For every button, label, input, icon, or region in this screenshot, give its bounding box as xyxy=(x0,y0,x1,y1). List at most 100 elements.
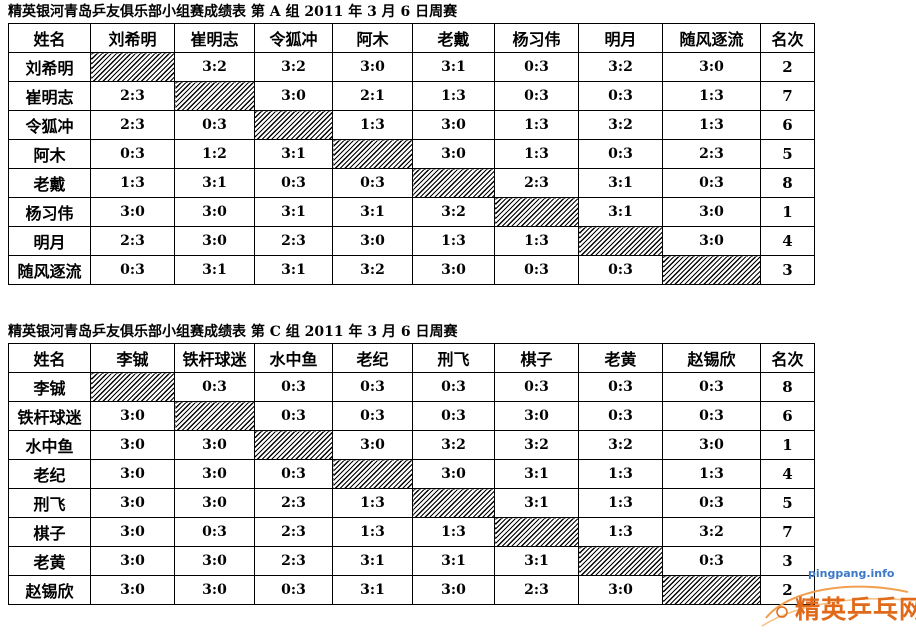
score-cell: 2:3 xyxy=(90,226,175,256)
rank-cell: 4 xyxy=(760,459,815,489)
score-cell: 0:3 xyxy=(174,517,255,547)
score-cell: 0:3 xyxy=(254,401,333,431)
player-name: 老戴 xyxy=(8,168,91,198)
score-cell: 3:0 xyxy=(662,430,761,460)
header-player: 铁杆球迷 xyxy=(174,343,255,373)
score-cell: 0:3 xyxy=(254,168,333,198)
score-cell: 3:1 xyxy=(412,546,495,576)
score-cell: 3:0 xyxy=(90,517,175,547)
score-cell: 3:2 xyxy=(578,52,663,82)
score-cell: 0:3 xyxy=(332,168,413,198)
diagonal-hatch-cell xyxy=(662,575,761,605)
score-cell: 2:3 xyxy=(90,81,175,111)
score-cell: 3:0 xyxy=(174,546,255,576)
table-row: 老纪 3:0 3:0 0:3 3:0 3:1 1:3 1:3 4 xyxy=(8,459,815,489)
score-cell: 3:1 xyxy=(412,52,495,82)
diagonal-hatch-cell xyxy=(494,197,579,227)
score-cell: 3:0 xyxy=(662,52,761,82)
score-cell: 3:0 xyxy=(412,139,495,169)
score-cell: 1:2 xyxy=(174,139,255,169)
score-cell: 0:3 xyxy=(662,372,761,402)
player-name: 随风逐流 xyxy=(8,255,91,285)
header-name-label: 姓名 xyxy=(8,23,91,53)
player-name: 刑飞 xyxy=(8,488,91,518)
group-a-title: 精英银河青岛乒友俱乐部小组赛成绩表 第 A 组 2011 年 3 月 6 日周赛 xyxy=(8,4,458,20)
score-cell: 3:2 xyxy=(254,52,333,82)
table-row: 水中鱼 3:0 3:0 3:0 3:2 3:2 3:2 3:0 1 xyxy=(8,430,815,460)
player-name: 李铖 xyxy=(8,372,91,402)
score-cell: 1:3 xyxy=(494,139,579,169)
table-row: 刑飞 3:0 3:0 2:3 1:3 3:1 1:3 0:3 5 xyxy=(8,488,815,518)
group-c-title: 精英银河青岛乒友俱乐部小组赛成绩表 第 C 组 2011 年 3 月 6 日周赛 xyxy=(8,324,458,340)
score-cell: 0:3 xyxy=(494,372,579,402)
score-cell: 3:0 xyxy=(90,459,175,489)
score-cell: 2:3 xyxy=(254,517,333,547)
diagonal-hatch-cell xyxy=(578,226,663,256)
score-cell: 1:3 xyxy=(412,81,495,111)
score-cell: 0:3 xyxy=(578,255,663,285)
watermark-url: pingpang.info xyxy=(808,567,895,580)
score-cell: 3:1 xyxy=(332,197,413,227)
rank-cell: 3 xyxy=(760,255,815,285)
rank-cell: 7 xyxy=(760,81,815,111)
rank-cell: 1 xyxy=(760,197,815,227)
table-row: 阿木 0:3 1:2 3:1 3:0 1:3 0:3 2:3 5 xyxy=(8,139,815,169)
score-cell: 0:3 xyxy=(494,52,579,82)
score-cell: 3:1 xyxy=(332,575,413,605)
score-cell: 3:0 xyxy=(174,575,255,605)
score-cell: 0:3 xyxy=(412,372,495,402)
header-player: 老纪 xyxy=(332,343,413,373)
score-cell: 2:3 xyxy=(662,139,761,169)
diagonal-hatch-cell xyxy=(332,139,413,169)
table-row: 刘希明 3:2 3:2 3:0 3:1 0:3 3:2 3:0 2 xyxy=(8,52,815,82)
diagonal-hatch-cell xyxy=(254,430,333,460)
score-cell: 3:0 xyxy=(412,255,495,285)
score-cell: 3:1 xyxy=(494,459,579,489)
header-player: 明月 xyxy=(578,23,663,53)
diagonal-hatch-cell xyxy=(332,459,413,489)
diagonal-hatch-cell xyxy=(90,372,175,402)
player-name: 棋子 xyxy=(8,517,91,547)
diagonal-hatch-cell xyxy=(412,488,495,518)
score-cell: 3:0 xyxy=(90,401,175,431)
player-name: 刘希明 xyxy=(8,52,91,82)
header-player: 令狐冲 xyxy=(254,23,333,53)
table-row: 杨习伟 3:0 3:0 3:1 3:1 3:2 3:1 3:0 1 xyxy=(8,197,815,227)
header-rank-label: 名次 xyxy=(760,343,815,373)
score-cell: 3:1 xyxy=(578,168,663,198)
rank-cell: 6 xyxy=(760,401,815,431)
score-cell: 3:0 xyxy=(412,110,495,140)
score-cell: 3:0 xyxy=(332,52,413,82)
score-cell: 3:2 xyxy=(332,255,413,285)
player-name: 水中鱼 xyxy=(8,430,91,460)
table-row: 崔明志 2:3 3:0 2:1 1:3 0:3 0:3 1:3 7 xyxy=(8,81,815,111)
score-cell: 1:3 xyxy=(494,226,579,256)
score-cell: 0:3 xyxy=(494,81,579,111)
score-cell: 0:3 xyxy=(174,372,255,402)
rank-cell: 4 xyxy=(760,226,815,256)
header-player: 赵锡欣 xyxy=(662,343,761,373)
diagonal-hatch-cell xyxy=(174,81,255,111)
diagonal-hatch-cell xyxy=(578,546,663,576)
score-cell: 3:0 xyxy=(90,430,175,460)
diagonal-hatch-cell xyxy=(494,517,579,547)
score-cell: 1:3 xyxy=(412,226,495,256)
player-name: 杨习伟 xyxy=(8,197,91,227)
score-cell: 0:3 xyxy=(662,488,761,518)
score-cell: 1:3 xyxy=(662,459,761,489)
score-cell: 1:3 xyxy=(662,110,761,140)
score-cell: 1:3 xyxy=(332,488,413,518)
score-cell: 3:2 xyxy=(174,52,255,82)
score-cell: 3:1 xyxy=(254,139,333,169)
header-row: 姓名 李铖 铁杆球迷 水中鱼 老纪 刑飞 棋子 老黄 赵锡欣 名次 xyxy=(8,343,815,373)
score-cell: 2:3 xyxy=(254,546,333,576)
score-cell: 1:3 xyxy=(494,110,579,140)
score-cell: 2:3 xyxy=(494,168,579,198)
table-row: 李铖 0:3 0:3 0:3 0:3 0:3 0:3 0:3 8 xyxy=(8,372,815,402)
header-player: 李铖 xyxy=(90,343,175,373)
rank-cell: 3 xyxy=(760,546,815,576)
score-cell: 3:0 xyxy=(254,81,333,111)
header-player: 刑飞 xyxy=(412,343,495,373)
rank-cell: 8 xyxy=(760,168,815,198)
score-cell: 0:3 xyxy=(662,401,761,431)
